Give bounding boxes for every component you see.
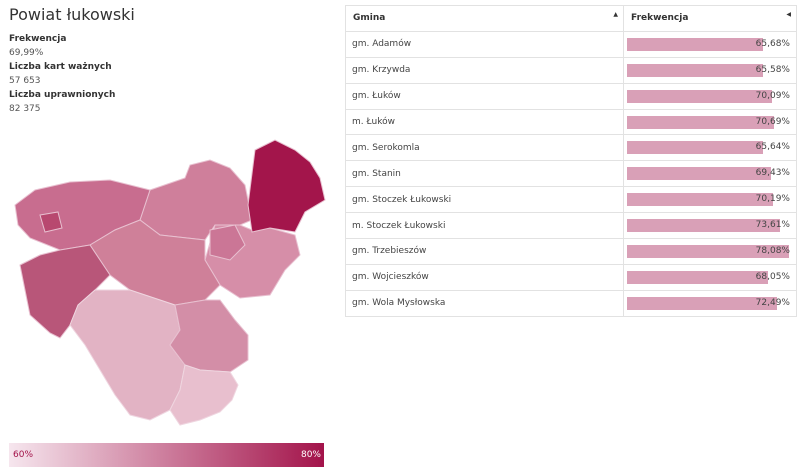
gmina-name-cell: gm. Stoczek Łukowski: [345, 186, 624, 214]
gmina-name-cell: gm. Trzebieszów: [345, 238, 624, 265]
gmina-name-cell: gm. Stanin: [345, 160, 624, 188]
gmina-name-cell: gm. Łuków: [345, 82, 624, 110]
results-table-container: Gmina ▲ Frekwencja ◀ gm. Adamów 65,68% gm.…: [345, 5, 797, 317]
stat-value-eligible: 82 375: [9, 104, 41, 114]
map-region-trzebieszow[interactable]: [247, 139, 326, 233]
turnout-value: 65,58%: [755, 64, 790, 75]
table-row[interactable]: gm. Stoczek Łukowski 70,19%: [345, 186, 797, 214]
table-row[interactable]: gm. Adamów 65,68%: [345, 30, 797, 58]
column-header-gmina[interactable]: Gmina ▲: [345, 5, 624, 32]
stat-label-turnout: Frekwencja: [9, 34, 67, 44]
map-region-stanin[interactable]: [169, 299, 249, 373]
gmina-name-cell: m. Stoczek Łukowski: [345, 212, 624, 240]
choropleth-map: [14, 139, 326, 426]
turnout-bar: [627, 270, 768, 284]
turnout-cell: 70,69%: [623, 108, 797, 136]
turnout-bar: [627, 219, 780, 233]
sort-desc-icon[interactable]: ◀: [786, 11, 791, 18]
turnout-cell: 68,05%: [623, 263, 797, 291]
table-body: gm. Adamów 65,68% gm. Krzywda 65,58% gm. Łuk…: [345, 30, 797, 317]
turnout-bar: [627, 245, 789, 259]
turnout-bar: [627, 115, 774, 129]
legend-max-label: 80%: [300, 450, 321, 460]
map-region-lukow-gm[interactable]: [89, 219, 221, 306]
gmina-name-cell: gm. Adamów: [345, 30, 624, 58]
turnout-value: 65,68%: [755, 38, 790, 49]
turnout-value: 68,05%: [755, 271, 790, 282]
page-title: Powiat łukowski: [9, 5, 135, 24]
turnout-cell: 78,08%: [623, 238, 797, 265]
stats-list: Frekwencja 69,99% Liczba kart ważnych 57…: [9, 32, 115, 116]
turnout-value: 78,08%: [755, 246, 790, 257]
turnout-value: 70,09%: [755, 90, 790, 101]
turnout-cell: 70,19%: [623, 186, 797, 214]
stat-label-valid-ballots: Liczba kart ważnych: [9, 62, 112, 72]
stat-value-turnout: 69,99%: [9, 48, 44, 58]
turnout-bar: [627, 63, 763, 77]
turnout-bar: [627, 89, 772, 103]
turnout-cell: 65,64%: [623, 134, 797, 162]
turnout-value: 70,69%: [755, 116, 790, 127]
table-row[interactable]: gm. Trzebieszów 78,08%: [345, 238, 797, 265]
turnout-bar: [627, 193, 773, 207]
color-scale-legend: 60% 80%: [9, 443, 324, 467]
results-table: Gmina ▲ Frekwencja ◀ gm. Adamów 65,68% gm.…: [345, 5, 797, 317]
gmina-name-cell: gm. Krzywda: [345, 56, 624, 84]
turnout-cell: 72,49%: [623, 289, 797, 317]
turnout-cell: 73,61%: [623, 212, 797, 240]
map-region-stoczek-m[interactable]: [39, 211, 63, 233]
gmina-name-cell: gm. Wola Mysłowska: [345, 289, 624, 317]
map-region-krzywda[interactable]: [69, 289, 186, 421]
stat-label-eligible: Liczba uprawnionych: [9, 90, 116, 100]
table-row[interactable]: gm. Serokomla 65,64%: [345, 134, 797, 162]
table-row[interactable]: gm. Wojcieszków 68,05%: [345, 263, 797, 291]
turnout-value: 69,43%: [755, 168, 790, 179]
map-region-lukow-m[interactable]: [209, 224, 246, 261]
table-row[interactable]: gm. Wola Mysłowska 72,49%: [345, 289, 797, 317]
legend-min-label: 60%: [13, 450, 34, 460]
sort-asc-icon[interactable]: ▲: [613, 11, 618, 18]
table-row[interactable]: gm. Krzywda 65,58%: [345, 56, 797, 84]
column-header-frekwencja[interactable]: Frekwencja ◀: [623, 5, 797, 32]
turnout-value: 73,61%: [755, 220, 790, 231]
table-row[interactable]: gm. Stanin 69,43%: [345, 160, 797, 188]
gmina-name-cell: gm. Wojcieszków: [345, 263, 624, 291]
gmina-name-cell: m. Łuków: [345, 108, 624, 136]
turnout-bar: [627, 296, 777, 310]
turnout-bar: [627, 167, 771, 181]
table-row[interactable]: gm. Łuków 70,09%: [345, 82, 797, 110]
turnout-value: 72,49%: [755, 297, 790, 308]
turnout-bar: [627, 37, 763, 51]
turnout-cell: 65,68%: [623, 30, 797, 58]
table-row[interactable]: m. Stoczek Łukowski 73,61%: [345, 212, 797, 240]
summary-panel: Powiat łukowski Frekwencja 69,99% Liczba…: [0, 0, 340, 471]
turnout-cell: 70,09%: [623, 82, 797, 110]
turnout-cell: 69,43%: [623, 160, 797, 188]
gmina-name-cell: gm. Serokomla: [345, 134, 624, 162]
column-header-frekwencja-label: Frekwencja: [631, 13, 689, 24]
turnout-cell: 65,58%: [623, 56, 797, 84]
stat-value-valid-ballots: 57 653: [9, 76, 41, 86]
table-header-row: Gmina ▲ Frekwencja ◀: [345, 5, 797, 32]
map-region-serokomla[interactable]: [169, 364, 239, 426]
column-header-gmina-label: Gmina: [353, 13, 386, 24]
turnout-value: 70,19%: [755, 194, 790, 205]
turnout-value: 65,64%: [755, 142, 790, 153]
turnout-bar: [627, 141, 763, 155]
table-row[interactable]: m. Łuków 70,69%: [345, 108, 797, 136]
